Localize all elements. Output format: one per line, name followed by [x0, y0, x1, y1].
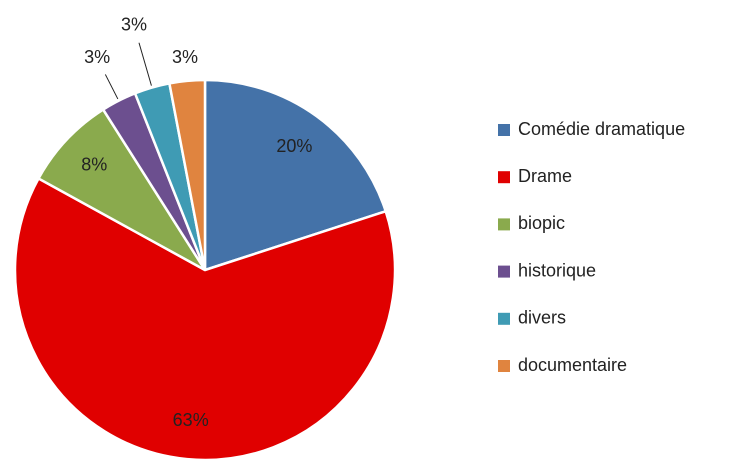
- legend-label: Drame: [518, 166, 572, 186]
- data-label: 63%: [173, 410, 209, 430]
- pie-slice: [13, 176, 397, 460]
- legend-label: divers: [518, 308, 566, 328]
- data-label: 3%: [172, 47, 198, 67]
- pie-slice: [203, 78, 388, 272]
- data-label: 8%: [81, 155, 107, 175]
- leader-line: [104, 74, 119, 100]
- pie-slice: [167, 78, 207, 271]
- legend-swatch: [498, 124, 510, 136]
- data-label: 3%: [84, 47, 110, 67]
- legend-swatch: [498, 360, 510, 372]
- leader-line: [138, 42, 152, 86]
- data-label: 3%: [121, 14, 147, 34]
- pie-slice: [36, 107, 207, 272]
- legend-label: documentaire: [518, 355, 627, 375]
- legend-swatch: [498, 171, 510, 184]
- legend-label: Comédie dramatique: [518, 119, 685, 139]
- legend-swatch: [498, 218, 510, 231]
- legend-label: biopic: [518, 213, 565, 233]
- data-label: 20%: [276, 136, 312, 156]
- legend-swatch: [498, 312, 510, 325]
- legend-swatch: [498, 265, 510, 278]
- legend-label: historique: [518, 260, 596, 280]
